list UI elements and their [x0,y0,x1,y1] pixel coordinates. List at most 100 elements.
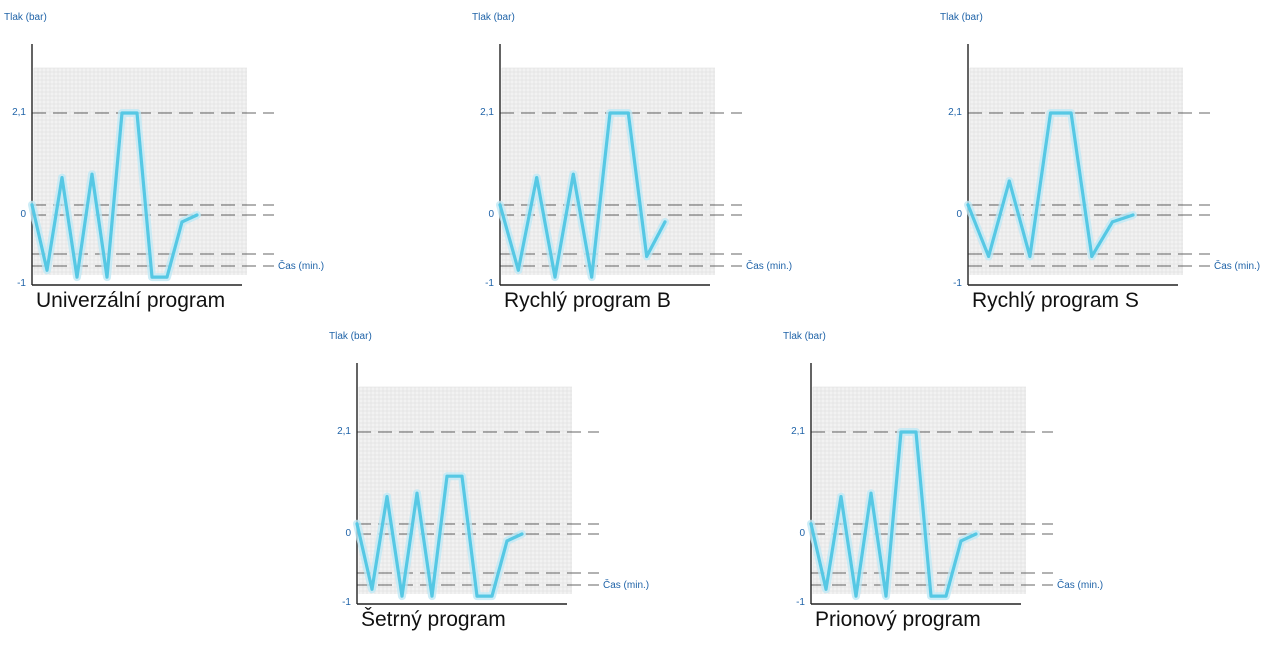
data-point [899,430,903,434]
data-point [75,275,79,279]
data-point [520,532,524,536]
chart-svg [964,44,1210,286]
data-point [1007,179,1011,183]
data-point [553,275,557,279]
data-point [370,587,374,591]
x-axis-label: Čas (min.) [603,580,650,591]
chart-svg [353,363,599,605]
data-point [914,430,918,434]
data-point [445,474,449,478]
series-line [30,111,199,279]
y-tick-label: 0 [20,209,26,220]
data-point [45,268,49,272]
data-point [135,111,139,115]
y-tick-label: 0 [799,528,805,539]
y-tick-label: 2,1 [12,107,26,118]
x-axis-label: Čas (min.) [278,261,325,272]
data-point [884,594,888,598]
data-point [105,275,109,279]
data-point [400,594,404,598]
chart-panel-rychly-s: Tlak (bar) 2,1 0 -1 Čas (min.) Rychlý program… [940,12,1260,332]
data-point [1049,111,1052,115]
x-axis-label: Čas (min.) [746,261,793,272]
chart-title: Univerzální program [36,289,226,312]
data-point [535,176,539,180]
data-point [824,587,828,591]
data-point [180,220,184,224]
y-tick-label: 2,1 [480,107,494,118]
data-point [966,203,970,207]
y-tick-label: 2,1 [337,426,351,437]
y-tick-label: 0 [345,528,351,539]
y-tick-label: -1 [796,597,805,608]
data-point [1110,220,1114,224]
data-point [498,203,502,207]
data-point [809,522,813,526]
chart-title: Prionový program [815,608,981,631]
data-point [1028,254,1032,258]
data-point [490,594,494,598]
series-line [498,111,667,279]
data-point [165,275,169,279]
data-point [645,254,649,258]
chart-title: Rychlý program B [504,289,671,312]
y-tick-label: -1 [17,278,26,289]
data-point [663,220,667,224]
data-point [959,539,963,543]
chart-panel-prionovy: Tlak (bar) 2,1 0 -1 Čas (min.) Prionový progr… [783,331,1103,651]
data-point [1069,111,1073,115]
y-axis-label: Tlak (bar) [329,331,372,342]
chart-svg [28,44,274,286]
data-point [571,172,575,176]
data-point [987,254,991,258]
data-point [430,594,434,598]
y-tick-label: -1 [953,278,962,289]
chart-title: Rychlý program S [972,289,1139,312]
data-point [516,268,520,272]
data-point [590,275,594,279]
data-point [90,172,94,176]
data-point [1090,254,1094,258]
data-point [626,111,630,115]
series-line [355,474,524,598]
data-point [505,539,509,543]
data-point [929,594,933,598]
data-point [974,532,978,536]
y-axis-label: Tlak (bar) [4,12,47,23]
data-point [1131,213,1135,217]
chart-svg [807,363,1053,605]
data-point [30,203,34,207]
data-point [195,213,199,217]
x-axis-label: Čas (min.) [1214,261,1261,272]
y-axis-label: Tlak (bar) [940,12,983,23]
y-tick-label: 2,1 [791,426,805,437]
grid-background [502,68,715,275]
data-point [854,594,858,598]
chart-svg [496,44,742,286]
data-point [839,495,843,499]
y-tick-label: -1 [485,278,494,289]
y-axis-label: Tlak (bar) [472,12,515,23]
chart-panel-univerzalni: Tlak (bar) 2,1 0 -1 Čas (min.) Univerzální pr… [4,12,324,332]
data-point [60,176,64,180]
data-point [944,594,948,598]
y-tick-label: 0 [956,209,962,220]
y-axis-label: Tlak (bar) [783,331,826,342]
data-point [475,594,479,598]
data-point [869,491,873,495]
data-point [608,111,612,115]
series-line [809,430,978,598]
data-point [355,522,359,526]
y-tick-label: -1 [342,597,351,608]
chart-title: Šetrný program [361,608,506,631]
x-axis-label: Čas (min.) [1057,580,1104,591]
data-point [415,491,419,495]
data-point [385,495,389,499]
y-tick-label: 2,1 [948,107,962,118]
chart-panel-setrny: Tlak (bar) 2,1 0 -1 Čas (min.) Šetrný program [329,331,649,651]
data-point [150,275,154,279]
data-point [460,474,464,478]
data-point [120,111,124,115]
y-tick-label: 0 [488,209,494,220]
chart-panel-rychly-b: Tlak (bar) 2,1 0 -1 Čas (min.) Rychlý program… [472,12,792,332]
